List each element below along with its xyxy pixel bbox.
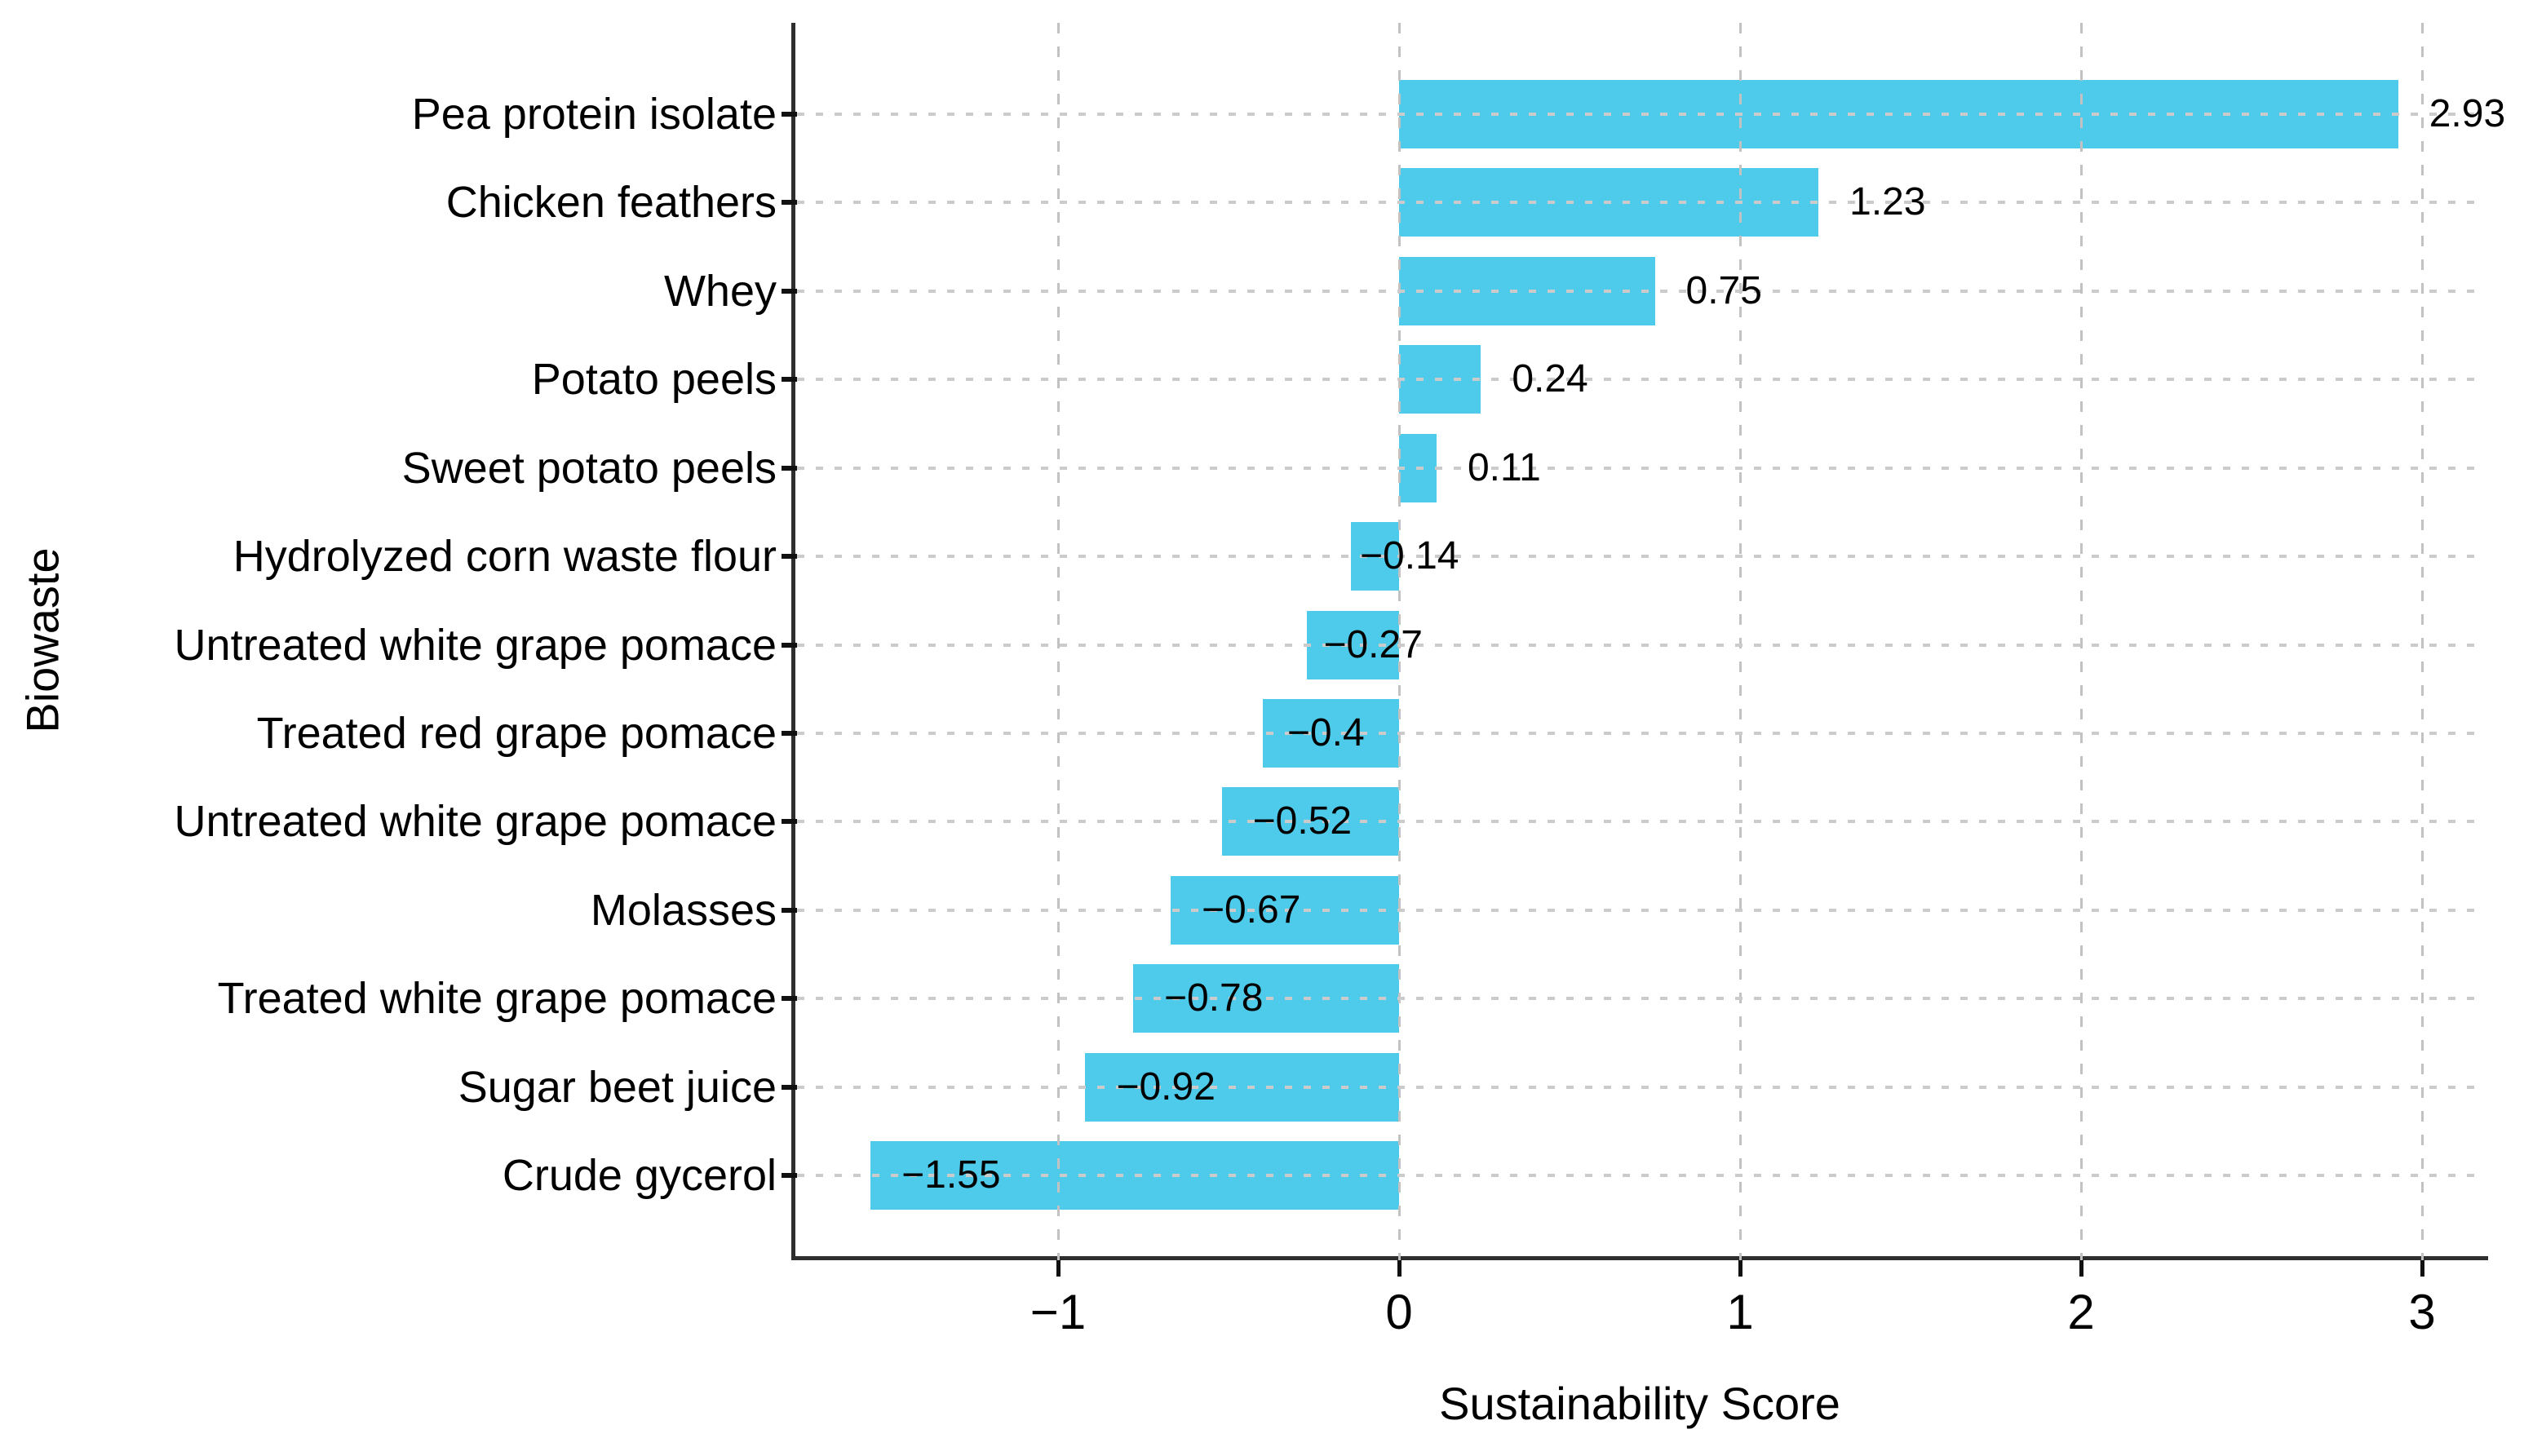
gridline-horizontal [797,731,2484,735]
gridline-horizontal [797,113,2484,116]
y-axis-tick [782,642,797,648]
x-axis-tick [1738,1260,1742,1277]
x-axis-tick [2079,1260,2083,1277]
gridline-horizontal [797,555,2484,559]
gridline-horizontal [797,997,2484,1001]
y-axis-tick [782,1084,797,1090]
bar-value-label: −0.52 [1252,799,1353,843]
category-label: Pea protein isolate [411,90,777,139]
category-label: Hydrolyzed corn waste flour [232,532,777,582]
category-label: Molasses [590,885,777,935]
bar-value-label: 1.23 [1849,180,1926,224]
gridline-horizontal [797,643,2484,647]
x-axis-tick [2420,1260,2424,1277]
category-label: Sugar beet juice [458,1062,777,1112]
gridline-horizontal [797,1085,2484,1089]
category-label: Crude gycerol [502,1151,777,1201]
bar-value-label: −1.55 [901,1153,1001,1197]
x-axis-tick-label: −1 [1030,1285,1087,1339]
gridline-horizontal [797,378,2484,382]
bar-value-label: −0.92 [1116,1064,1216,1109]
gridline-horizontal [797,820,2484,824]
bar-value-label: 2.93 [2429,92,2506,135]
y-axis-tick [782,907,797,913]
y-axis-tick [782,730,797,736]
category-label: Sweet potato peels [401,443,777,493]
bar-value-label: 0.24 [1512,357,1588,401]
bar-value-label: −0.67 [1201,887,1301,932]
gridline-vertical [1397,23,1401,1260]
plot-area [791,23,2488,1260]
bar-value-label: 0.11 [1467,445,1541,489]
bar-value-label: 0.75 [1685,268,1762,312]
x-axis-tick-label: 3 [2408,1285,2436,1339]
bar-value-label: −0.4 [1286,710,1365,755]
category-label: Untreated white grape pomace [174,620,777,670]
x-axis-title: Sustainability Score [1439,1378,1840,1429]
category-label: Treated red grape pomace [256,708,777,758]
gridline-vertical [2079,23,2083,1260]
bar-value-label: −0.27 [1323,622,1423,666]
gridline-vertical [2420,23,2424,1260]
x-axis-tick [1056,1260,1061,1277]
gridline-vertical [1056,23,1060,1260]
y-axis-tick [782,112,797,117]
gridline-horizontal [797,466,2484,470]
y-axis-tick [782,377,797,383]
y-axis-tick [782,996,797,1002]
gridline-horizontal [797,289,2484,293]
category-label: Chicken feathers [445,178,777,228]
y-axis-tick [782,200,797,206]
x-axis-tick-label: 2 [2067,1285,2095,1339]
y-axis-tick [782,554,797,560]
x-axis-tick-label: 0 [1385,1285,1413,1339]
bar-value-label: −0.14 [1360,534,1459,578]
gridline-horizontal [797,908,2484,912]
category-label: Potato peels [531,355,777,405]
gridline-horizontal [797,1174,2484,1178]
y-axis-tick [782,465,797,471]
category-label: Whey [663,266,777,316]
gridline-vertical [1738,23,1742,1260]
gridline-horizontal [797,201,2484,205]
y-axis-tick [782,288,797,294]
x-axis-tick-label: 1 [1726,1285,1754,1339]
category-label: Untreated white grape pomace [174,797,777,847]
y-axis-tick [782,1173,797,1179]
category-label: Treated white grape pomace [217,974,777,1024]
y-axis-tick [782,819,797,825]
bar-value-label: −0.78 [1163,976,1264,1020]
x-axis-tick [1397,1260,1401,1277]
